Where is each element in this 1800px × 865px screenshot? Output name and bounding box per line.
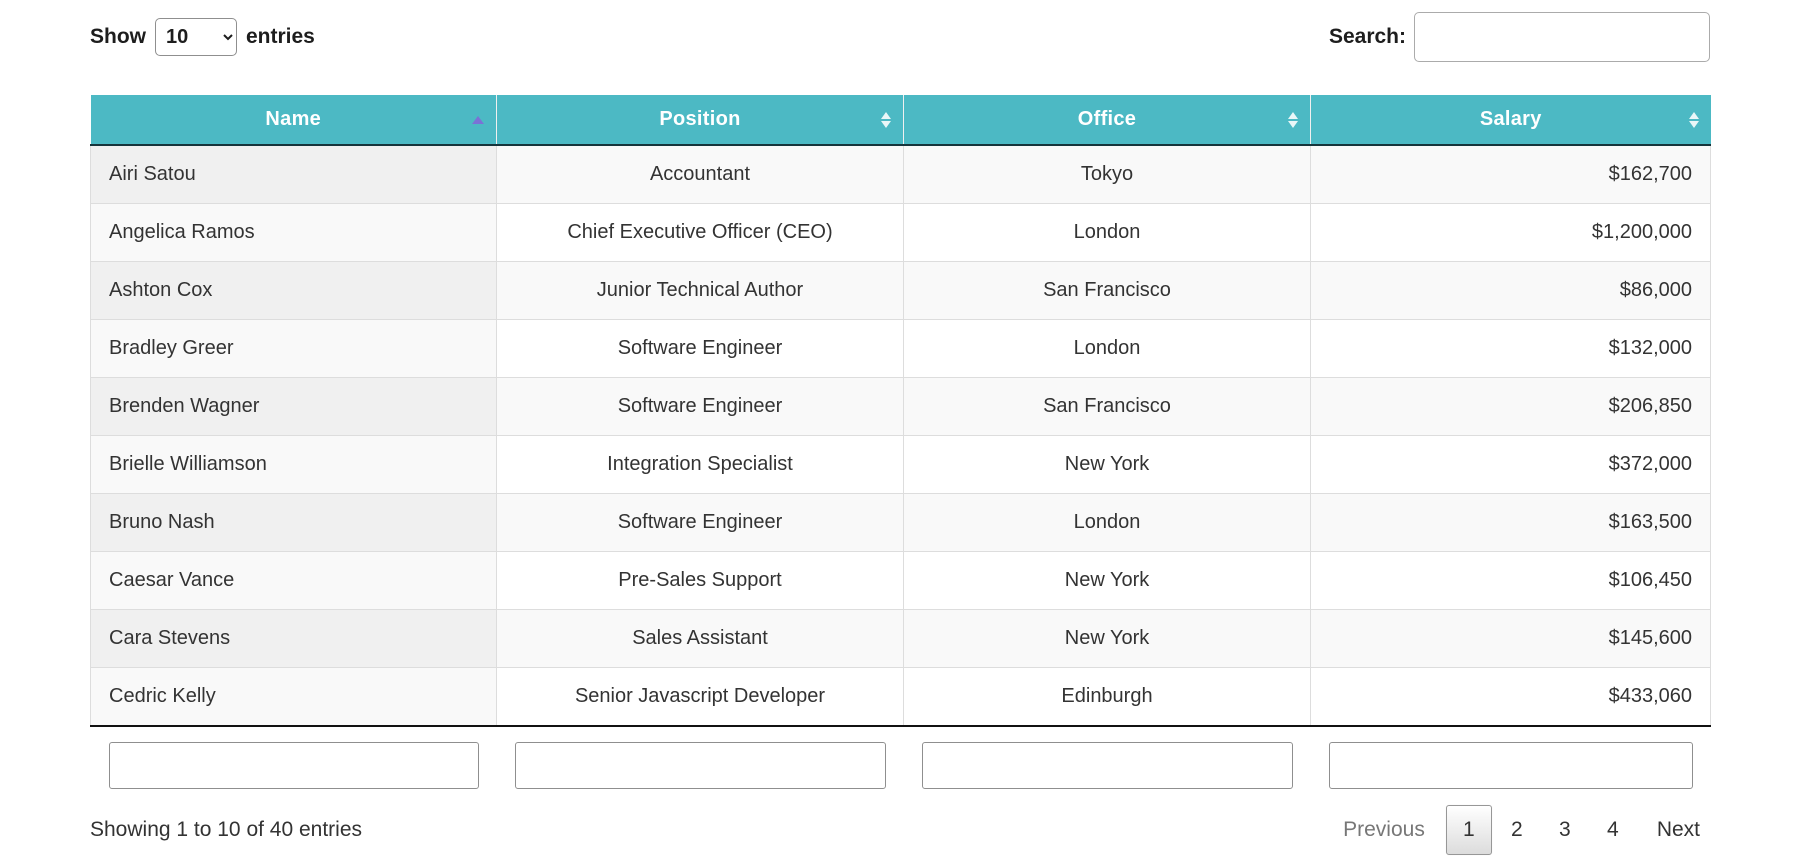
- sort-both-icon: [881, 111, 891, 128]
- page-button-4[interactable]: 4: [1606, 818, 1619, 841]
- cell-salary: $86,000: [1310, 261, 1711, 320]
- previous-page-button[interactable]: Previous: [1343, 818, 1425, 841]
- cell-position: Integration Specialist: [496, 435, 904, 494]
- show-label: Show: [90, 25, 146, 48]
- cell-position: Pre-Sales Support: [496, 551, 904, 610]
- table-row: Cara Stevens Sales Assistant New York $145,…: [90, 609, 1711, 668]
- page-length-control: Show 10 entries: [90, 12, 315, 56]
- footer-cell-name: [91, 726, 497, 789]
- table-info-bar: Showing 1 to 10 of 40 entries Previous 1…: [90, 805, 1710, 855]
- cell-name: Bruno Nash: [90, 493, 497, 552]
- footer-cell-office: [904, 726, 1311, 789]
- cell-salary: $145,600: [1310, 609, 1711, 668]
- cell-office: New York: [903, 609, 1311, 668]
- column-label-position: Position: [659, 108, 741, 130]
- table-row: Caesar Vance Pre-Sales Support New York $10…: [90, 551, 1711, 610]
- cell-position: Senior Javascript Developer: [496, 667, 904, 727]
- table-footer: [91, 726, 1711, 789]
- cell-office: San Francisco: [903, 377, 1311, 436]
- sort-both-icon: [1288, 111, 1298, 128]
- column-header-position[interactable]: Position: [496, 95, 904, 146]
- cell-name: Cara Stevens: [90, 609, 497, 668]
- table-row: Angelica Ramos Chief Executive Officer (C…: [90, 203, 1711, 262]
- table-row: Ashton Cox Junior Technical Author San Fra…: [90, 261, 1711, 320]
- cell-salary: $163,500: [1310, 493, 1711, 552]
- table-header: Name Position Office Salary: [90, 95, 1711, 146]
- cell-name: Ashton Cox: [90, 261, 497, 320]
- table-row: Cedric Kelly Senior Javascript Developer E…: [90, 667, 1711, 727]
- table-row: Brielle Williamson Integration Specialist…: [90, 435, 1711, 494]
- table-row: Brenden Wagner Software Engineer San Franc…: [90, 377, 1711, 436]
- filter-input-position[interactable]: [514, 742, 886, 789]
- cell-name: Brielle Williamson: [90, 435, 497, 494]
- search-control: Search:: [1329, 12, 1710, 62]
- cell-office: Tokyo: [903, 144, 1311, 204]
- cell-office: San Francisco: [903, 261, 1311, 320]
- page-length-select[interactable]: 10: [155, 18, 237, 56]
- column-label-office: Office: [1077, 108, 1137, 130]
- cell-office: New York: [903, 435, 1311, 494]
- table-row: Bruno Nash Software Engineer London $163,50…: [90, 493, 1711, 552]
- cell-office: Edinburgh: [903, 667, 1311, 727]
- cell-name: Airi Satou: [90, 144, 497, 204]
- table-header-row: Name Position Office Salary: [90, 95, 1711, 146]
- footer-cell-position: [497, 726, 904, 789]
- sort-both-icon: [1688, 111, 1699, 128]
- column-label-salary: Salary: [1479, 108, 1542, 130]
- cell-salary: $162,700: [1310, 144, 1711, 204]
- filter-input-name[interactable]: [108, 742, 479, 789]
- employee-table: Name Position Office Salary Airi Satou Accou…: [90, 95, 1711, 789]
- cell-position: Junior Technical Author: [496, 261, 904, 320]
- cell-name: Angelica Ramos: [90, 203, 497, 262]
- cell-name: Caesar Vance: [90, 551, 497, 610]
- search-input[interactable]: [1414, 12, 1710, 62]
- cell-name: Bradley Greer: [90, 319, 497, 378]
- entries-summary: Showing 1 to 10 of 40 entries: [90, 818, 363, 841]
- cell-name: Brenden Wagner: [90, 377, 497, 436]
- cell-office: London: [903, 493, 1311, 552]
- page-button-1[interactable]: 1: [1445, 805, 1492, 855]
- page-button-2[interactable]: 2: [1510, 818, 1523, 841]
- column-label-name: Name: [265, 108, 322, 130]
- next-page-button[interactable]: Next: [1656, 818, 1700, 841]
- cell-salary: $206,850: [1310, 377, 1711, 436]
- cell-office: London: [903, 203, 1311, 262]
- column-header-salary[interactable]: Salary: [1310, 95, 1711, 146]
- cell-salary: $106,450: [1310, 551, 1711, 610]
- cell-salary: $132,000: [1310, 319, 1711, 378]
- column-header-office[interactable]: Office: [903, 95, 1311, 146]
- cell-position: Chief Executive Officer (CEO): [496, 203, 904, 262]
- cell-position: Sales Assistant: [496, 609, 904, 668]
- filter-input-salary[interactable]: [1328, 742, 1693, 789]
- cell-position: Accountant: [496, 144, 904, 204]
- cell-position: Software Engineer: [496, 493, 904, 552]
- table-row: Bradley Greer Software Engineer London $132…: [90, 319, 1711, 378]
- cell-salary: $372,000: [1310, 435, 1711, 494]
- table-controls: Show 10 entries Search:: [90, 12, 1710, 68]
- cell-salary: $433,060: [1310, 667, 1711, 727]
- cell-name: Cedric Kelly: [90, 667, 497, 727]
- cell-salary: $1,200,000: [1310, 203, 1711, 262]
- cell-position: Software Engineer: [496, 377, 904, 436]
- cell-position: Software Engineer: [496, 319, 904, 378]
- footer-cell-salary: [1311, 726, 1711, 789]
- table-row: Airi Satou Accountant Tokyo $162,700: [90, 144, 1711, 204]
- filter-input-office[interactable]: [921, 742, 1293, 789]
- table-footer-row: [91, 726, 1711, 789]
- column-header-name[interactable]: Name: [90, 95, 497, 146]
- page-button-3[interactable]: 3: [1558, 818, 1571, 841]
- datatable-page: Show 10 entries Search: Name Position Offi…: [90, 0, 1711, 855]
- sort-ascending-icon: [472, 115, 484, 124]
- table-body: Airi Satou Accountant Tokyo $162,700 Angelic…: [90, 144, 1711, 727]
- search-label: Search:: [1328, 25, 1406, 48]
- cell-office: London: [903, 319, 1311, 378]
- cell-office: New York: [903, 551, 1311, 610]
- entries-label: entries: [246, 25, 315, 48]
